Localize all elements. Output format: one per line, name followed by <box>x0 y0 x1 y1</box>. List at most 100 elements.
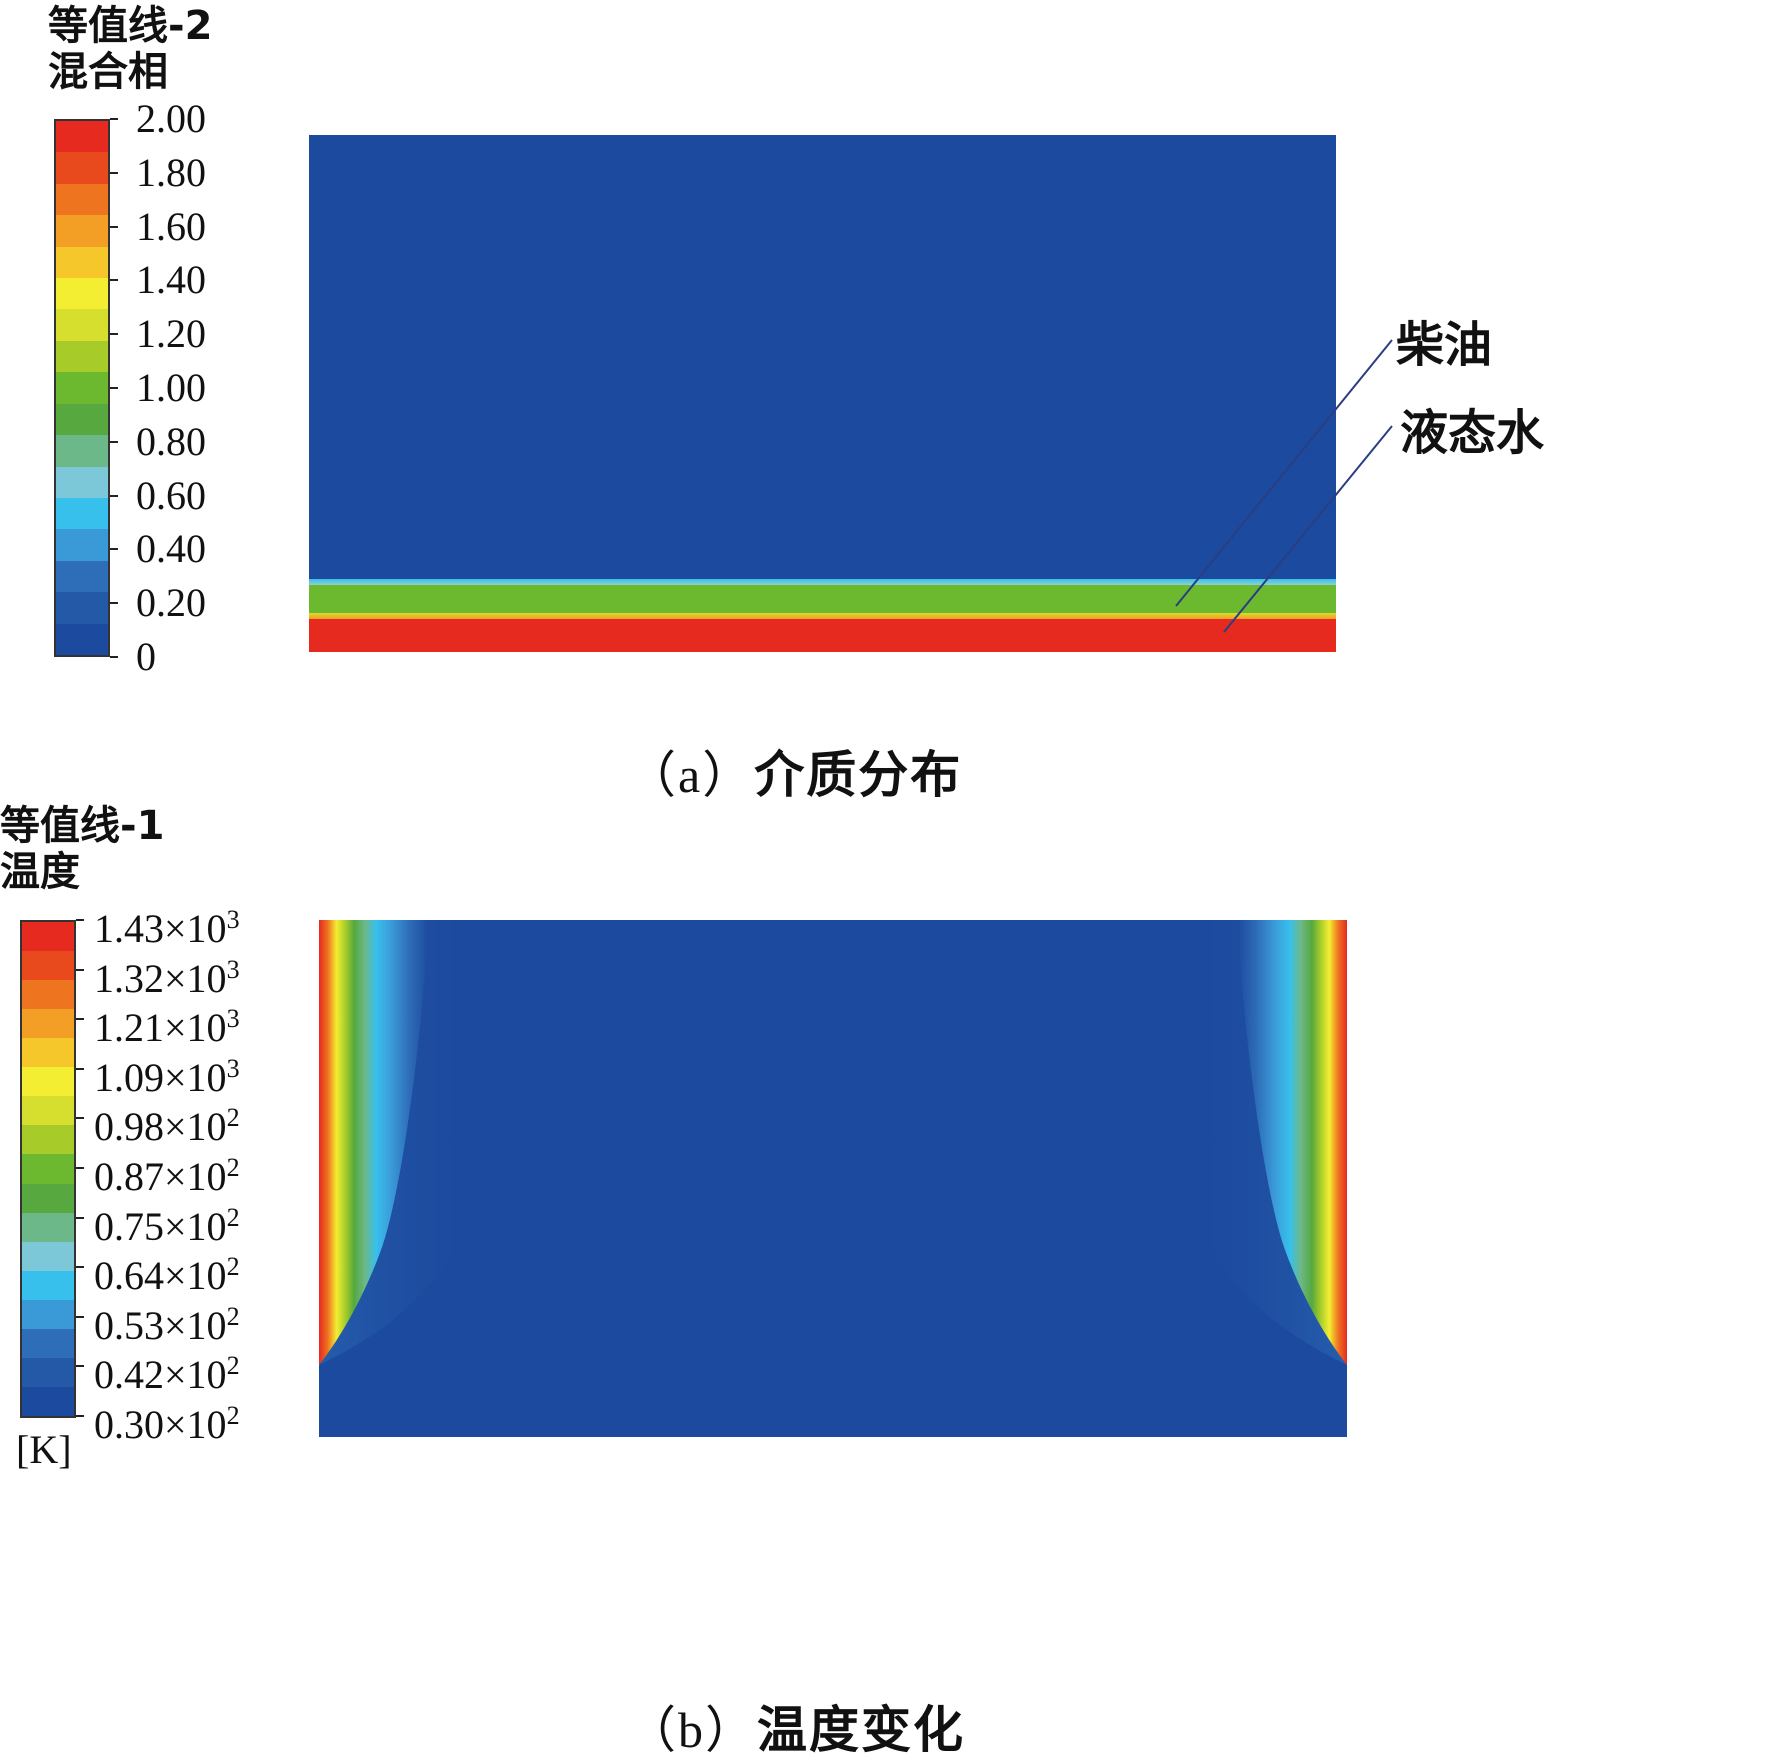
legend-b-title-line2: 温度 <box>0 849 80 895</box>
legend-a-tick-mark <box>110 225 118 228</box>
legend-b-tick-mark <box>76 1117 84 1120</box>
legend-a-tick-mark <box>110 548 118 551</box>
colorbar-segment <box>22 1183 74 1216</box>
colorbar-segment <box>56 215 108 250</box>
legend-a-tick-mark <box>110 494 118 497</box>
legend-a-colorbar <box>54 119 110 657</box>
colorbar-segment <box>56 592 108 627</box>
legend-b-colorbar <box>20 920 76 1418</box>
layer-diesel <box>309 585 1336 615</box>
colorbar-segment <box>56 278 108 313</box>
colorbar-segment <box>56 560 108 595</box>
legend-a-tick-label: 0.60 <box>136 472 206 518</box>
caption-b: （b）温度变化 <box>626 1690 965 1762</box>
legend-a-tick-mark <box>110 602 118 605</box>
legend-a-tick-label: 2.00 <box>136 96 206 141</box>
colorbar-segment <box>56 309 108 344</box>
legend-b-tick-label: 0.53×102 <box>94 1301 240 1348</box>
legend-b-title-line1: 等值线-1 <box>0 803 165 849</box>
legend-a-tick-label: 1.40 <box>136 257 206 303</box>
annotation-leaders <box>1175 339 1393 633</box>
legend-b-tick-label: 1.09×103 <box>94 1053 240 1100</box>
legend-b-tick-label: 1.21×103 <box>94 1004 240 1051</box>
colorbar-segment <box>56 246 108 281</box>
colorbar-segment <box>22 1038 74 1070</box>
layer-interface-mid <box>309 613 1336 619</box>
legend-a-title-line1: 等值线-2 <box>48 3 213 49</box>
colorbar-segment <box>22 1009 74 1041</box>
caption-a-index: （a） <box>626 747 755 803</box>
legend-b-tick-label: 0.87×102 <box>94 1153 240 1199</box>
caption-b-text: 温度变化 <box>757 1701 965 1759</box>
legend-b-tick-mark <box>76 1167 84 1169</box>
diesel-leader-line <box>1175 339 1393 607</box>
caption-a-text: 介质分布 <box>754 746 963 804</box>
legend-a-tick-label: 0 <box>136 634 156 679</box>
legend-a-tick-label: 1.60 <box>136 203 206 249</box>
legend-a-tick-label: 1.00 <box>136 365 206 410</box>
legend-a-tick-mark <box>110 279 118 282</box>
legend-b-tick-mark <box>76 1266 84 1269</box>
legend-b-tick-label: 1.43×103 <box>94 905 240 951</box>
colorbar-segment <box>56 403 108 438</box>
legend-a-tick-label: 1.80 <box>136 149 206 195</box>
right-wall-hot-layer <box>1237 920 1347 1365</box>
colorbar-segment <box>22 1125 74 1157</box>
colorbar-segment <box>56 183 108 218</box>
colorbar-segment <box>22 1096 74 1128</box>
temperature-background <box>319 920 1347 1437</box>
legend-a-tick-label: 0.20 <box>136 580 206 626</box>
legend-a-tick-mark <box>110 118 118 120</box>
colorbar-segment <box>22 951 74 983</box>
water-leader-line <box>1223 425 1393 633</box>
legend-b-tick-mark <box>76 1216 84 1219</box>
legend-a-tick-mark <box>110 333 118 336</box>
colorbar-segment <box>56 466 108 501</box>
layer-air <box>309 135 1336 582</box>
legend-b-tick-label: 0.98×102 <box>94 1103 240 1150</box>
legend-a-tick-label: 1.20 <box>136 311 206 357</box>
legend-a-ticks: 2.00 1.80 1.60 1.40 1.20 1.00 0.80 0.60 0.40 0.20… <box>110 99 250 677</box>
legend-b-tick-mark <box>76 968 84 971</box>
domain-b-temperature-field <box>319 920 1347 1437</box>
legend-a-tick-mark <box>110 171 118 174</box>
layer-water <box>309 619 1336 652</box>
legend-b-tick-label: 0.64×102 <box>94 1252 240 1299</box>
legend-b-tick-mark <box>76 1415 84 1417</box>
legend-a-tick-mark <box>110 387 118 389</box>
colorbar-segment <box>22 1299 74 1332</box>
layer-interface-top <box>309 579 1336 585</box>
legend-b-tick-mark <box>76 1315 84 1318</box>
caption-b-index: （b） <box>626 1702 757 1758</box>
colorbar-segment <box>22 1241 74 1274</box>
colorbar-segment <box>56 340 108 375</box>
legend-b-unit: [K] <box>16 1427 72 1472</box>
legend-b-tick-mark <box>76 919 84 921</box>
caption-a: （a）介质分布 <box>626 735 962 807</box>
colorbar-segment <box>22 1212 74 1245</box>
water-label: 液态水 <box>1400 405 1545 461</box>
legend-b-tick-label: 1.32×103 <box>94 954 240 1001</box>
colorbar-segment <box>22 1386 74 1416</box>
colorbar-segment <box>56 529 108 564</box>
legend-a-tick-mark <box>110 440 118 443</box>
legend-b-tick-mark <box>76 1365 84 1368</box>
legend-b-tick-mark <box>76 1067 84 1070</box>
colorbar-segment <box>22 1154 74 1186</box>
colorbar-segment <box>56 435 108 470</box>
colorbar-segment <box>22 1270 74 1303</box>
temperature-lower-region <box>319 1368 1347 1437</box>
legend-a-tick-label: 0.80 <box>136 418 206 464</box>
colorbar-segment <box>22 1357 74 1390</box>
colorbar-segment <box>56 623 108 655</box>
legend-a-tick-label: 0.40 <box>136 526 206 572</box>
legend-a-tick-mark <box>110 656 118 658</box>
legend-b-tick-label: 0.30×102 <box>94 1401 240 1447</box>
legend-a-title-line2: 混合相 <box>48 49 168 95</box>
legend-b-tick-label: 0.42×102 <box>94 1351 240 1398</box>
diesel-label: 柴油 <box>1396 317 1493 373</box>
colorbar-segment <box>22 1328 74 1361</box>
colorbar-segment <box>56 497 108 533</box>
colorbar-segment <box>22 922 74 954</box>
left-wall-hot-layer <box>319 920 429 1365</box>
